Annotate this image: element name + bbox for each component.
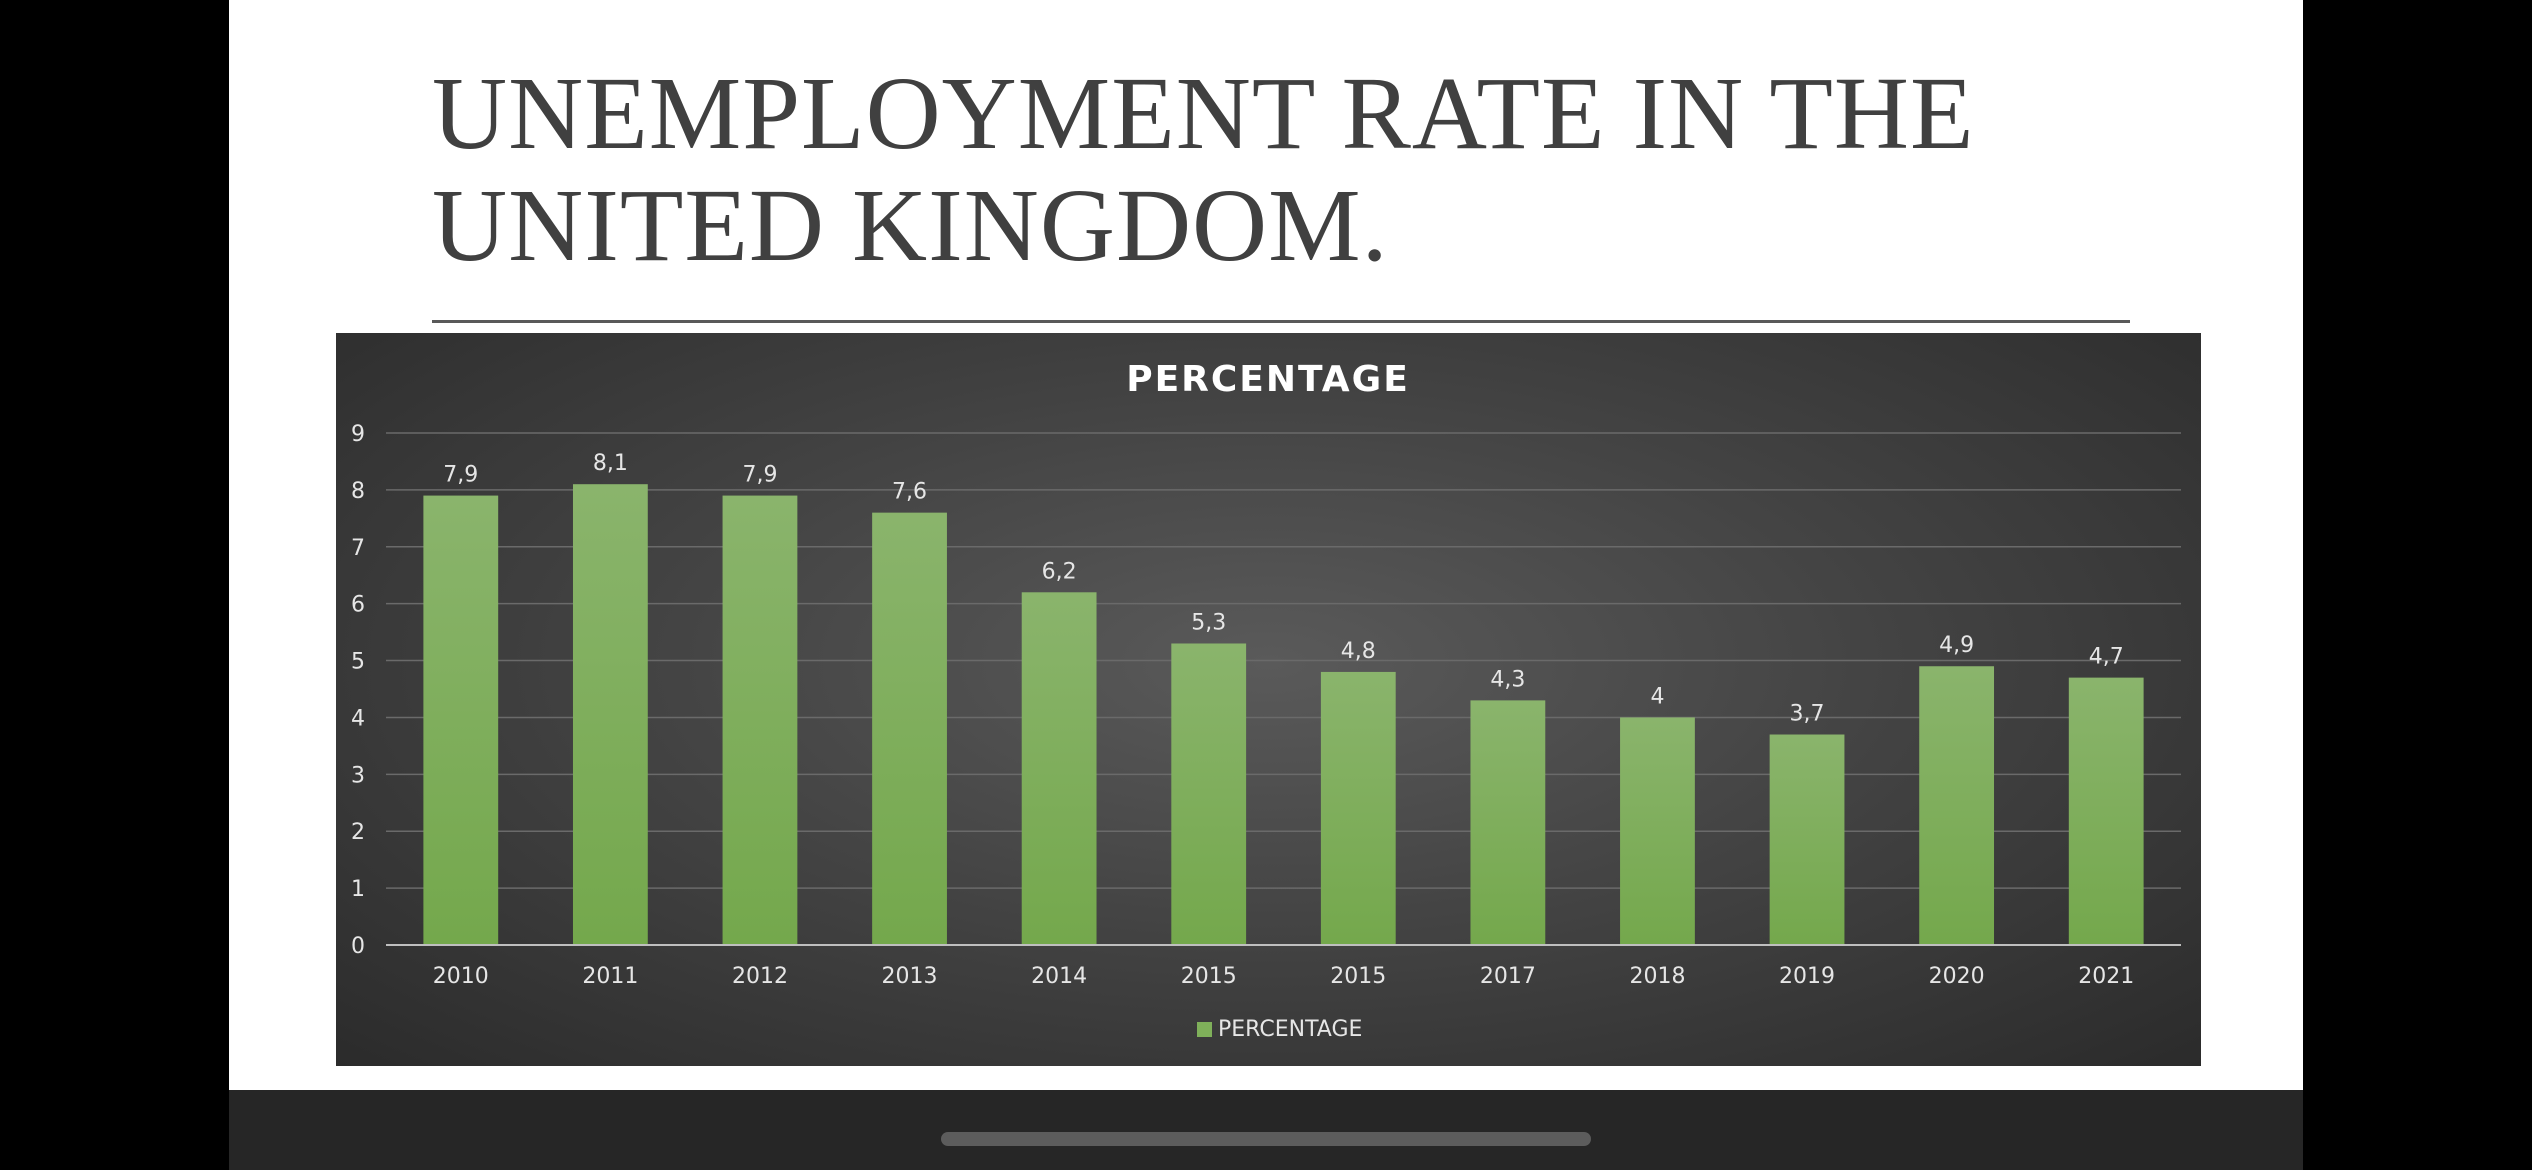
slide-title: UNEMPLOYMENT RATE IN THE UNITED KINGDOM.	[432, 56, 1975, 283]
y-tick-label: 2	[351, 820, 365, 845]
data-label: 4,9	[1939, 633, 1974, 658]
bar	[2068, 677, 2144, 945]
legend-swatch	[1197, 1022, 1212, 1037]
data-label: 4,3	[1490, 667, 1525, 692]
x-tick-label: 2021	[2078, 964, 2134, 989]
bar	[1320, 671, 1396, 945]
x-tick-label: 2014	[1031, 964, 1087, 989]
bottom-bar	[229, 1090, 2303, 1170]
bar	[1620, 717, 1695, 945]
bar	[423, 495, 499, 945]
bar-chart: 7,9 8,1 7,9 7,6 6,2 5,3 4,8 4,3 4 3,7 4,9 4,7 0 1 2 3 4…	[351, 359, 2181, 1042]
data-label: 3,7	[1790, 702, 1825, 727]
bar	[572, 484, 648, 945]
y-tick-label: 1	[351, 877, 365, 902]
x-tick-label: 2020	[1929, 964, 1985, 989]
x-tick-label: 2011	[582, 964, 638, 989]
y-tick-label: 5	[351, 650, 365, 675]
data-labels: 7,9 8,1 7,9 7,6 6,2 5,3 4,8 4,3 4 3,7 4,9 4,7	[443, 451, 2123, 726]
data-label: 5,3	[1191, 610, 1226, 635]
x-tick-label: 2018	[1629, 964, 1685, 989]
bar	[1171, 643, 1247, 945]
data-label: 7,6	[892, 480, 927, 505]
y-tick-label: 3	[351, 763, 365, 788]
y-tick-label: 7	[351, 536, 365, 561]
legend: PERCENTAGE	[1197, 1017, 1362, 1042]
y-tick-label: 0	[351, 934, 365, 959]
legend-label: PERCENTAGE	[1218, 1017, 1362, 1042]
bar	[1470, 700, 1546, 945]
gridlines	[386, 432, 2181, 889]
bar	[1769, 734, 1845, 945]
data-label: 7,9	[742, 463, 777, 488]
x-tick-label: 2019	[1779, 964, 1835, 989]
x-tick-label: 2017	[1480, 964, 1536, 989]
x-tick-label: 2013	[882, 964, 938, 989]
data-label: 7,9	[443, 463, 478, 488]
home-indicator[interactable]	[941, 1132, 1591, 1146]
data-label: 4,7	[2089, 645, 2124, 670]
bar	[722, 495, 798, 945]
axes: 0 1 2 3 4 5 6 7 8 9 2010 2011 2012 2013 2014 2015 2015 20…	[351, 422, 2181, 989]
data-label: 6,2	[1042, 559, 1077, 584]
data-label: 8,1	[593, 451, 628, 476]
bar	[872, 512, 947, 945]
bar	[1919, 666, 1995, 945]
y-tick-label: 8	[351, 479, 365, 504]
x-tick-label: 2015	[1330, 964, 1386, 989]
slide: UNEMPLOYMENT RATE IN THE UNITED KINGDOM.…	[229, 0, 2303, 1090]
data-label: 4,8	[1341, 639, 1376, 664]
data-label: 4	[1650, 684, 1664, 709]
y-tick-label: 9	[351, 422, 365, 447]
chart-title: PERCENTAGE	[1126, 359, 1410, 400]
x-tick-label: 2010	[433, 964, 489, 989]
title-divider	[432, 320, 2130, 323]
y-tick-label: 6	[351, 593, 365, 618]
y-tick-label: 4	[351, 706, 365, 731]
bars	[423, 484, 2144, 945]
x-tick-label: 2015	[1181, 964, 1237, 989]
bar	[1021, 592, 1097, 945]
x-tick-label: 2012	[732, 964, 788, 989]
chart-panel: 7,9 8,1 7,9 7,6 6,2 5,3 4,8 4,3 4 3,7 4,9 4,7 0 1 2 3 4…	[336, 333, 2201, 1066]
